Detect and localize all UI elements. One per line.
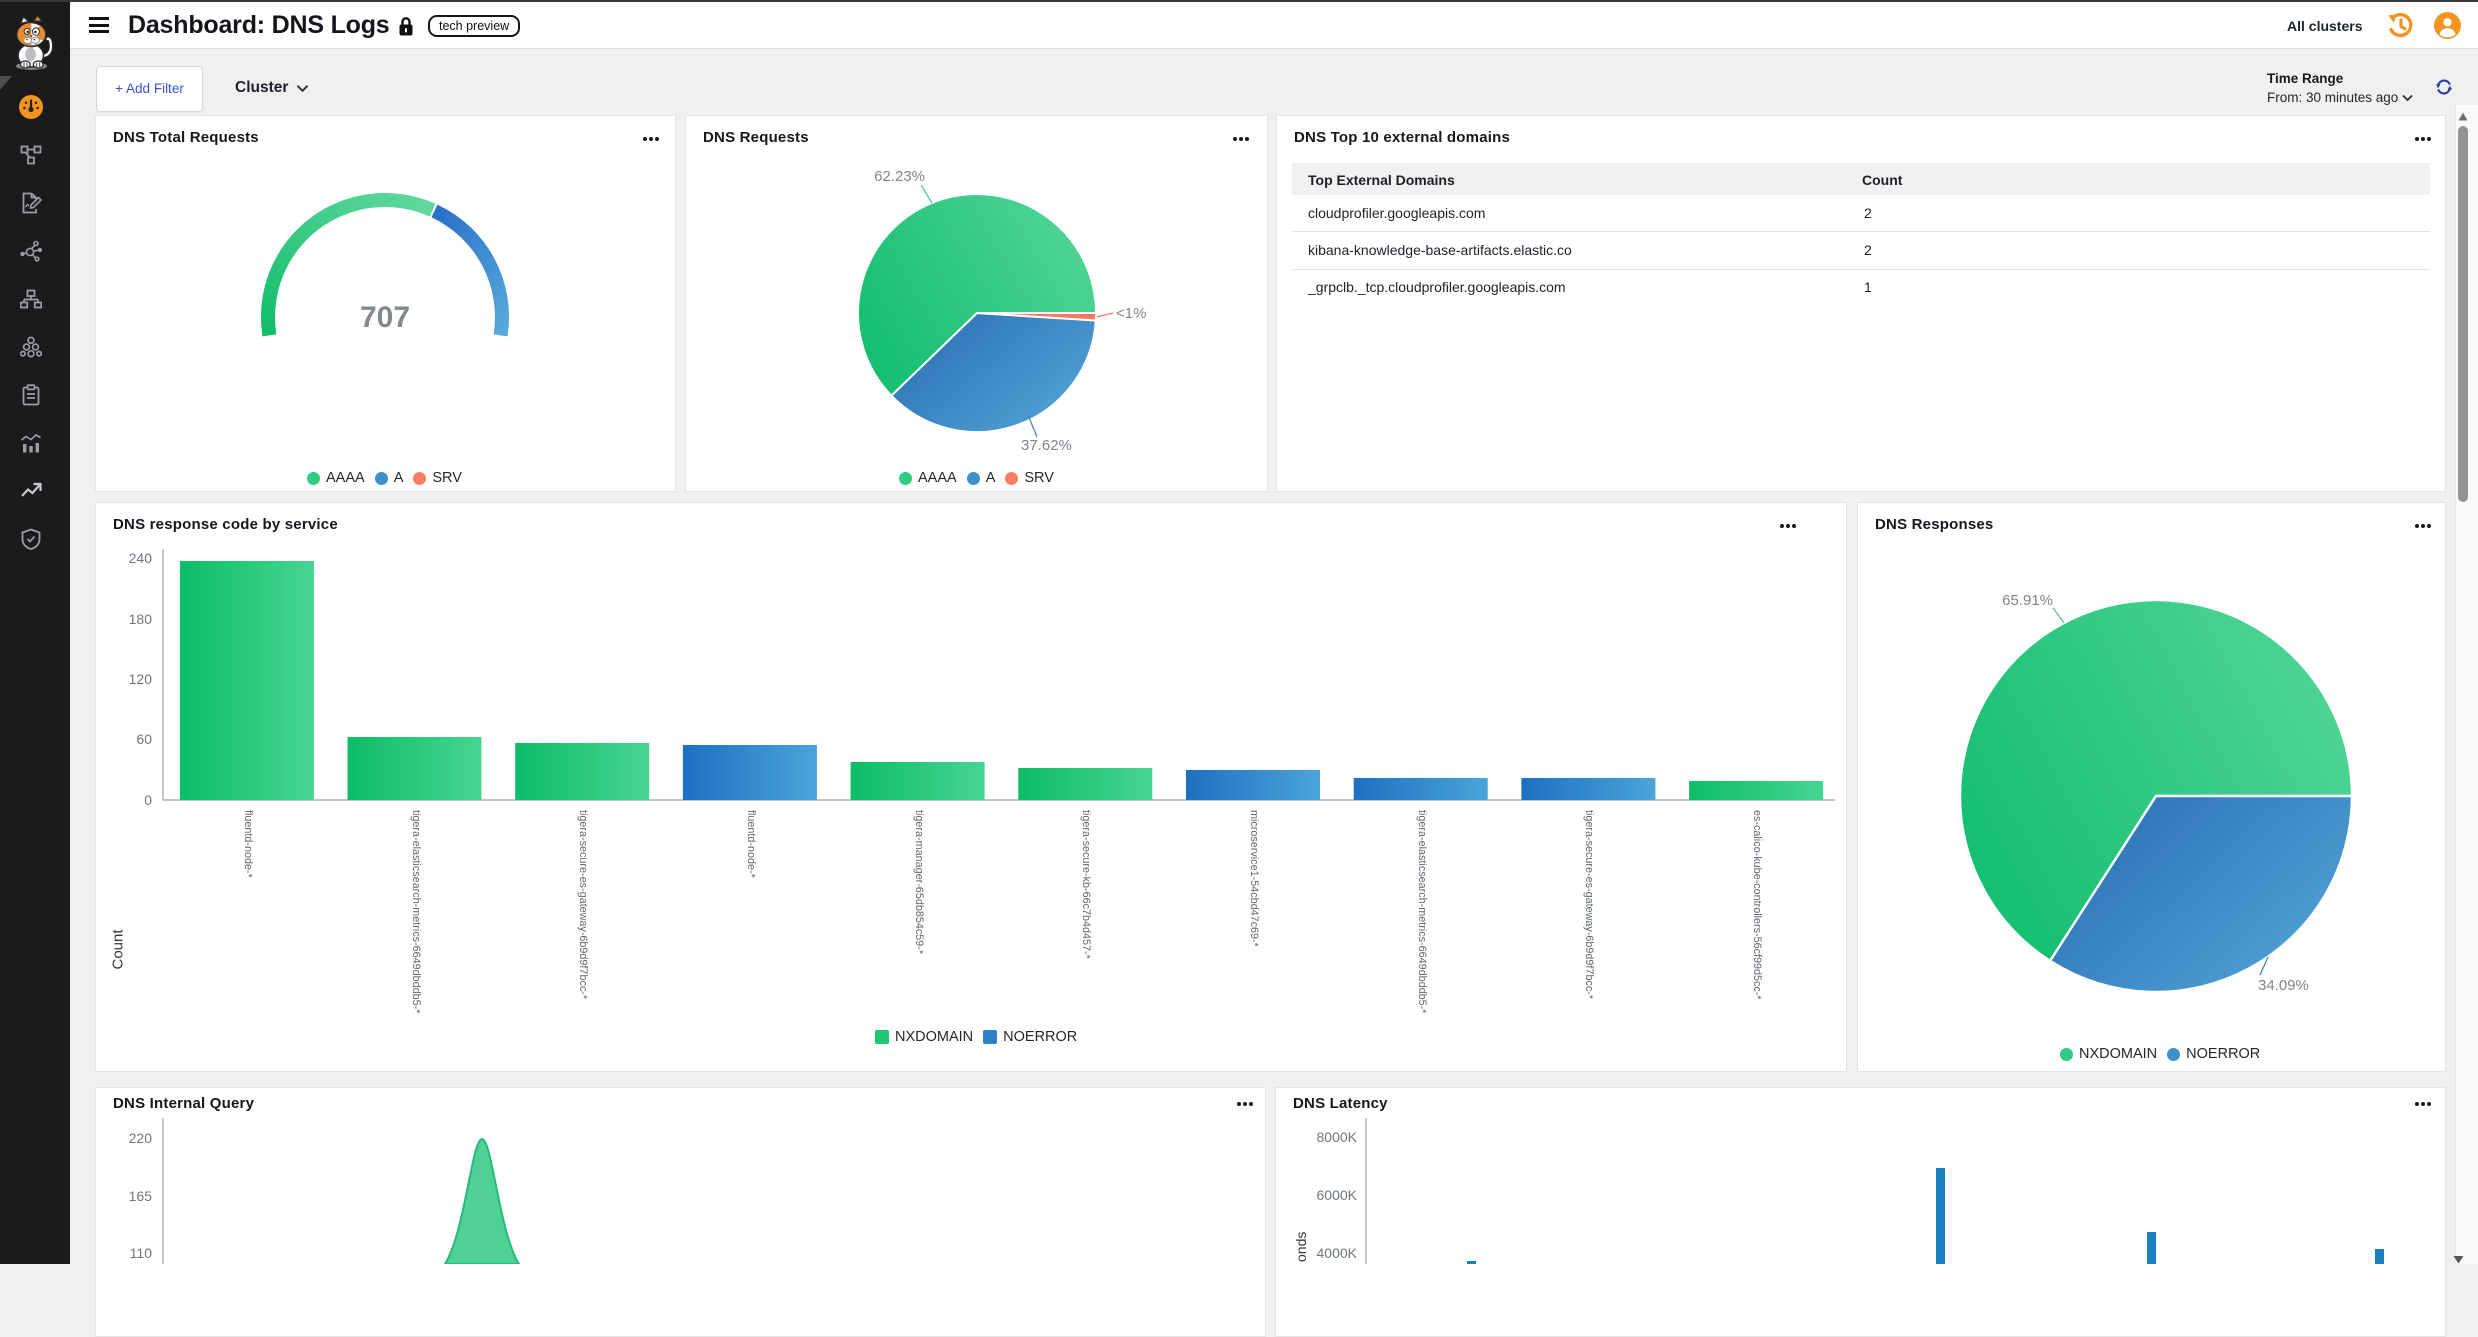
svg-text:707: 707 [360,301,410,334]
svg-text:65.91%: 65.91% [2002,592,2053,609]
svg-text:37.62%: 37.62% [1021,437,1072,454]
svg-text:34.09%: 34.09% [2258,977,2309,994]
svg-text:62.23%: 62.23% [874,168,925,185]
svg-text:<1%: <1% [1116,305,1146,322]
